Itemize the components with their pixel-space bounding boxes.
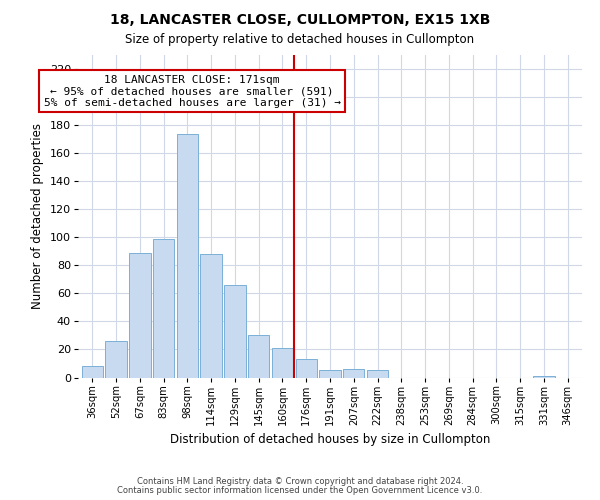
Bar bbox=[106, 341, 127, 378]
Bar bbox=[533, 376, 554, 378]
Bar bbox=[343, 369, 364, 378]
Text: Size of property relative to detached houses in Cullompton: Size of property relative to detached ho… bbox=[125, 32, 475, 46]
Bar bbox=[367, 370, 388, 378]
Text: 18, LANCASTER CLOSE, CULLOMPTON, EX15 1XB: 18, LANCASTER CLOSE, CULLOMPTON, EX15 1X… bbox=[110, 12, 490, 26]
Bar bbox=[272, 348, 293, 378]
Bar bbox=[296, 360, 317, 378]
Bar bbox=[129, 252, 151, 378]
Bar bbox=[200, 254, 222, 378]
Bar bbox=[248, 336, 269, 378]
Text: Contains HM Land Registry data © Crown copyright and database right 2024.: Contains HM Land Registry data © Crown c… bbox=[137, 477, 463, 486]
Bar bbox=[319, 370, 341, 378]
Text: Contains public sector information licensed under the Open Government Licence v3: Contains public sector information licen… bbox=[118, 486, 482, 495]
Bar bbox=[224, 285, 245, 378]
Bar bbox=[176, 134, 198, 378]
Bar bbox=[153, 238, 174, 378]
X-axis label: Distribution of detached houses by size in Cullompton: Distribution of detached houses by size … bbox=[170, 433, 490, 446]
Bar bbox=[82, 366, 103, 378]
Y-axis label: Number of detached properties: Number of detached properties bbox=[31, 123, 44, 309]
Text: 18 LANCASTER CLOSE: 171sqm
← 95% of detached houses are smaller (591)
5% of semi: 18 LANCASTER CLOSE: 171sqm ← 95% of deta… bbox=[44, 74, 341, 108]
